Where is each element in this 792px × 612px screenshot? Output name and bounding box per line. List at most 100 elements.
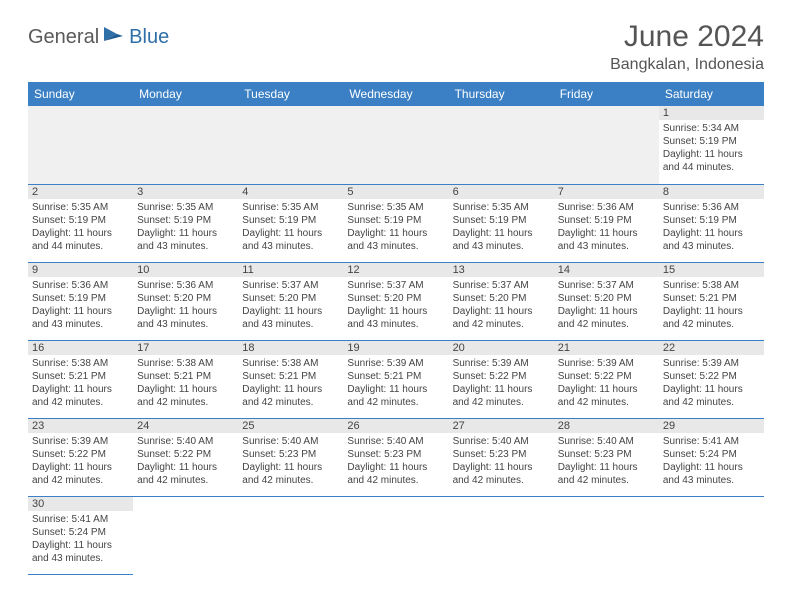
day-number: 8 <box>659 185 764 199</box>
day-body: Sunrise: 5:38 AMSunset: 5:21 PMDaylight:… <box>133 355 238 413</box>
calendar-row: 9Sunrise: 5:36 AMSunset: 5:19 PMDaylight… <box>28 262 764 340</box>
day-number: 22 <box>659 341 764 355</box>
day-body: Sunrise: 5:39 AMSunset: 5:22 PMDaylight:… <box>554 355 659 413</box>
day-body: Sunrise: 5:36 AMSunset: 5:20 PMDaylight:… <box>133 277 238 335</box>
calendar-cell: 19Sunrise: 5:39 AMSunset: 5:21 PMDayligh… <box>343 340 448 418</box>
day-number: 30 <box>28 497 133 511</box>
calendar-cell: 30Sunrise: 5:41 AMSunset: 5:24 PMDayligh… <box>28 496 133 574</box>
weekday-header: Monday <box>133 82 238 106</box>
calendar-cell: 25Sunrise: 5:40 AMSunset: 5:23 PMDayligh… <box>238 418 343 496</box>
day-number: 18 <box>238 341 343 355</box>
flag-icon <box>103 26 125 49</box>
logo-text-blue: Blue <box>129 26 169 49</box>
day-body: Sunrise: 5:37 AMSunset: 5:20 PMDaylight:… <box>449 277 554 335</box>
calendar-cell <box>659 496 764 574</box>
weekday-header: Sunday <box>28 82 133 106</box>
day-number: 1 <box>659 106 764 120</box>
calendar-cell <box>449 106 554 184</box>
calendar-row: 16Sunrise: 5:38 AMSunset: 5:21 PMDayligh… <box>28 340 764 418</box>
day-body: Sunrise: 5:41 AMSunset: 5:24 PMDaylight:… <box>28 511 133 569</box>
weekday-header: Wednesday <box>343 82 448 106</box>
day-number: 7 <box>554 185 659 199</box>
day-body: Sunrise: 5:37 AMSunset: 5:20 PMDaylight:… <box>343 277 448 335</box>
day-body: Sunrise: 5:38 AMSunset: 5:21 PMDaylight:… <box>659 277 764 335</box>
weekday-header: Thursday <box>449 82 554 106</box>
day-body: Sunrise: 5:35 AMSunset: 5:19 PMDaylight:… <box>343 199 448 257</box>
day-number: 11 <box>238 263 343 277</box>
calendar-cell: 26Sunrise: 5:40 AMSunset: 5:23 PMDayligh… <box>343 418 448 496</box>
day-body: Sunrise: 5:35 AMSunset: 5:19 PMDaylight:… <box>133 199 238 257</box>
weekday-header: Friday <box>554 82 659 106</box>
calendar-cell: 18Sunrise: 5:38 AMSunset: 5:21 PMDayligh… <box>238 340 343 418</box>
calendar-cell <box>133 106 238 184</box>
calendar-cell: 24Sunrise: 5:40 AMSunset: 5:22 PMDayligh… <box>133 418 238 496</box>
calendar-cell <box>343 496 448 574</box>
day-body: Sunrise: 5:39 AMSunset: 5:22 PMDaylight:… <box>28 433 133 491</box>
calendar-cell: 7Sunrise: 5:36 AMSunset: 5:19 PMDaylight… <box>554 184 659 262</box>
weekday-header-row: SundayMondayTuesdayWednesdayThursdayFrid… <box>28 82 764 106</box>
calendar-cell: 16Sunrise: 5:38 AMSunset: 5:21 PMDayligh… <box>28 340 133 418</box>
calendar-row: 1Sunrise: 5:34 AMSunset: 5:19 PMDaylight… <box>28 106 764 184</box>
day-number: 29 <box>659 419 764 433</box>
day-body: Sunrise: 5:39 AMSunset: 5:22 PMDaylight:… <box>659 355 764 413</box>
calendar-cell: 15Sunrise: 5:38 AMSunset: 5:21 PMDayligh… <box>659 262 764 340</box>
day-number: 17 <box>133 341 238 355</box>
calendar-cell: 27Sunrise: 5:40 AMSunset: 5:23 PMDayligh… <box>449 418 554 496</box>
day-number: 21 <box>554 341 659 355</box>
day-number: 23 <box>28 419 133 433</box>
day-body: Sunrise: 5:38 AMSunset: 5:21 PMDaylight:… <box>238 355 343 413</box>
calendar-cell: 29Sunrise: 5:41 AMSunset: 5:24 PMDayligh… <box>659 418 764 496</box>
calendar-cell: 21Sunrise: 5:39 AMSunset: 5:22 PMDayligh… <box>554 340 659 418</box>
day-body: Sunrise: 5:40 AMSunset: 5:23 PMDaylight:… <box>343 433 448 491</box>
calendar-cell: 23Sunrise: 5:39 AMSunset: 5:22 PMDayligh… <box>28 418 133 496</box>
day-number: 27 <box>449 419 554 433</box>
weekday-header: Saturday <box>659 82 764 106</box>
calendar-cell: 5Sunrise: 5:35 AMSunset: 5:19 PMDaylight… <box>343 184 448 262</box>
calendar-cell <box>449 496 554 574</box>
calendar-cell: 22Sunrise: 5:39 AMSunset: 5:22 PMDayligh… <box>659 340 764 418</box>
day-body: Sunrise: 5:38 AMSunset: 5:21 PMDaylight:… <box>28 355 133 413</box>
day-body: Sunrise: 5:35 AMSunset: 5:19 PMDaylight:… <box>449 199 554 257</box>
calendar-cell: 12Sunrise: 5:37 AMSunset: 5:20 PMDayligh… <box>343 262 448 340</box>
day-number: 20 <box>449 341 554 355</box>
day-number: 5 <box>343 185 448 199</box>
calendar-cell <box>133 496 238 574</box>
day-body: Sunrise: 5:36 AMSunset: 5:19 PMDaylight:… <box>659 199 764 257</box>
day-body: Sunrise: 5:35 AMSunset: 5:19 PMDaylight:… <box>28 199 133 257</box>
day-number: 15 <box>659 263 764 277</box>
calendar-cell <box>343 106 448 184</box>
day-body: Sunrise: 5:36 AMSunset: 5:19 PMDaylight:… <box>554 199 659 257</box>
day-body: Sunrise: 5:40 AMSunset: 5:23 PMDaylight:… <box>554 433 659 491</box>
weekday-header: Tuesday <box>238 82 343 106</box>
day-number: 26 <box>343 419 448 433</box>
day-number: 25 <box>238 419 343 433</box>
day-body: Sunrise: 5:37 AMSunset: 5:20 PMDaylight:… <box>554 277 659 335</box>
logo: General Blue <box>28 26 169 49</box>
calendar-cell: 1Sunrise: 5:34 AMSunset: 5:19 PMDaylight… <box>659 106 764 184</box>
day-number: 4 <box>238 185 343 199</box>
calendar-row: 2Sunrise: 5:35 AMSunset: 5:19 PMDaylight… <box>28 184 764 262</box>
calendar-table: SundayMondayTuesdayWednesdayThursdayFrid… <box>28 82 764 575</box>
calendar-cell: 28Sunrise: 5:40 AMSunset: 5:23 PMDayligh… <box>554 418 659 496</box>
location-label: Bangkalan, Indonesia <box>610 56 764 74</box>
calendar-cell <box>554 106 659 184</box>
day-number: 14 <box>554 263 659 277</box>
day-number: 28 <box>554 419 659 433</box>
day-number: 10 <box>133 263 238 277</box>
calendar-row: 23Sunrise: 5:39 AMSunset: 5:22 PMDayligh… <box>28 418 764 496</box>
calendar-cell <box>28 106 133 184</box>
day-body: Sunrise: 5:34 AMSunset: 5:19 PMDaylight:… <box>659 120 764 178</box>
day-number: 13 <box>449 263 554 277</box>
header: General Blue June 2024 Bangkalan, Indone… <box>28 20 764 74</box>
day-number: 12 <box>343 263 448 277</box>
logo-text-general: General <box>28 26 99 49</box>
day-body: Sunrise: 5:39 AMSunset: 5:22 PMDaylight:… <box>449 355 554 413</box>
calendar-cell <box>238 106 343 184</box>
day-body: Sunrise: 5:36 AMSunset: 5:19 PMDaylight:… <box>28 277 133 335</box>
day-number: 19 <box>343 341 448 355</box>
day-number: 6 <box>449 185 554 199</box>
day-body: Sunrise: 5:37 AMSunset: 5:20 PMDaylight:… <box>238 277 343 335</box>
calendar-cell: 13Sunrise: 5:37 AMSunset: 5:20 PMDayligh… <box>449 262 554 340</box>
calendar-cell: 4Sunrise: 5:35 AMSunset: 5:19 PMDaylight… <box>238 184 343 262</box>
calendar-cell: 9Sunrise: 5:36 AMSunset: 5:19 PMDaylight… <box>28 262 133 340</box>
